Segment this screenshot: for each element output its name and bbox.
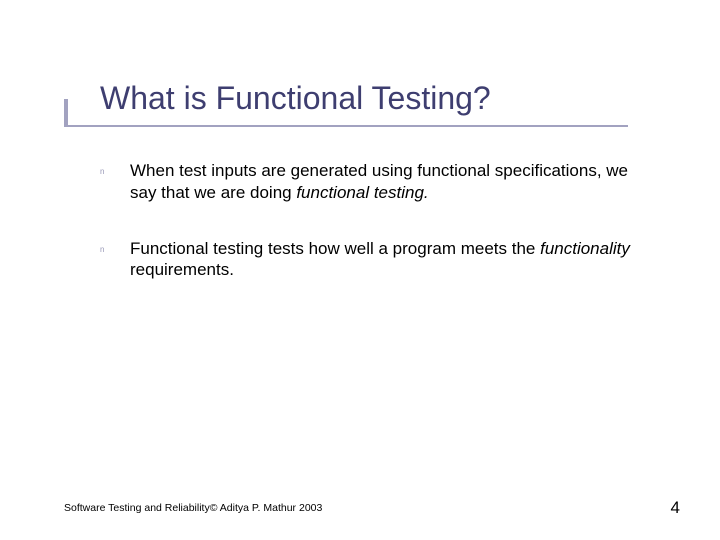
slide: What is Functional Testing? n When test i… xyxy=(0,0,720,540)
slide-footer: Software Testing and Reliability© Aditya… xyxy=(64,502,322,514)
bullet-text: Functional testing tests how well a prog… xyxy=(130,238,640,282)
title-underline xyxy=(68,125,628,127)
bullet-text: When test inputs are generated using fun… xyxy=(130,160,640,204)
page-number: 4 xyxy=(671,498,680,518)
title-tick xyxy=(64,99,68,127)
bullet-item: n When test inputs are generated using fu… xyxy=(100,160,640,204)
bullet-icon: n xyxy=(100,246,108,254)
slide-body: n When test inputs are generated using fu… xyxy=(100,160,640,315)
slide-title: What is Functional Testing? xyxy=(100,80,491,117)
bullet-item: n Functional testing tests how well a pro… xyxy=(100,238,640,282)
bullet-icon: n xyxy=(100,168,108,176)
